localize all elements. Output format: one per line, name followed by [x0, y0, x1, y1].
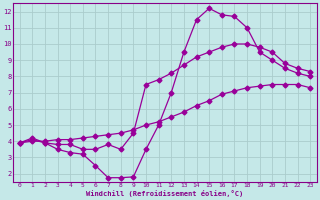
X-axis label: Windchill (Refroidissement éolien,°C): Windchill (Refroidissement éolien,°C)	[86, 190, 244, 197]
